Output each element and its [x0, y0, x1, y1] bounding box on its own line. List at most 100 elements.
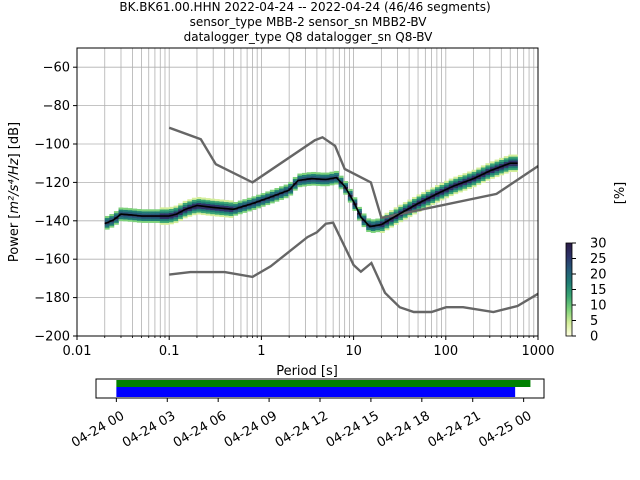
heatmap-cell: [283, 186, 289, 189]
heatmap-cell: [274, 191, 280, 194]
heatmap-cell: [347, 190, 353, 193]
heatmap-cell: [104, 223, 110, 226]
y-tick-label: −60: [43, 61, 70, 76]
colorbar-tick-label: 30: [590, 237, 607, 252]
heatmap-cell: [201, 207, 206, 210]
chart-title-line-1: BK.BK61.00.HHN 2022-04-24 -- 2022-04-24 …: [119, 0, 490, 14]
heatmap-cell: [311, 175, 317, 178]
colorbar-tick-label: 25: [590, 252, 607, 267]
heatmap-cell: [196, 206, 202, 209]
timeline-tick-label: 04-24 12: [273, 409, 331, 451]
heatmap-cell: [159, 220, 165, 223]
heatmap-cell: [329, 171, 335, 174]
heatmap-cell: [324, 184, 330, 187]
heatmap-cell: [508, 164, 514, 167]
heatmap-cell: [357, 218, 362, 221]
plot-background: [77, 48, 538, 336]
heatmap-cell: [430, 187, 436, 190]
heatmap-cell: [476, 173, 482, 176]
heatmap-cell: [439, 198, 445, 201]
heatmap-cell: [141, 220, 147, 223]
heatmap-cell: [366, 226, 372, 229]
heatmap-cell: [384, 228, 390, 231]
heatmap-cell: [150, 220, 156, 223]
heatmap-cell: [173, 220, 179, 224]
heatmap-cell: [393, 218, 399, 221]
heatmap-cell: [448, 192, 454, 195]
heatmap-cell: [205, 207, 211, 210]
heatmap-cell: [499, 167, 505, 170]
heatmap-cell: [393, 220, 399, 223]
timeline-tick-label: 04-24 06: [171, 409, 229, 451]
heatmap-cell: [485, 172, 491, 175]
heatmap-cell: [467, 181, 472, 184]
heatmap-cell: [439, 186, 445, 189]
heatmap-cell: [407, 214, 413, 218]
heatmap-cell: [416, 198, 422, 201]
heatmap-cell: [233, 203, 239, 207]
heatmap-cell: [457, 186, 463, 189]
heatmap-cell: [503, 158, 509, 161]
heatmap-cell: [237, 204, 243, 207]
heatmap-cell: [398, 208, 404, 211]
heatmap-cell: [329, 181, 335, 184]
heatmap-cell: [471, 173, 477, 176]
heatmap-cell: [416, 204, 422, 207]
heatmap-cell: [494, 163, 500, 166]
heatmap-cell: [187, 208, 193, 211]
heatmap-cell: [150, 213, 156, 216]
heatmap-cell: [425, 191, 431, 194]
heatmap-cell: [357, 206, 362, 210]
heatmap-cell: [334, 172, 339, 175]
heatmap-cell: [201, 199, 206, 202]
heatmap-cell: [320, 182, 326, 185]
heatmap-cell: [256, 206, 261, 209]
heatmap-cell: [219, 205, 225, 208]
heatmap-cell: [471, 175, 477, 178]
heatmap-cell: [512, 169, 518, 173]
heatmap-cell: [141, 211, 147, 214]
heatmap-cell: [512, 164, 518, 167]
heatmap-cell: [228, 202, 234, 205]
heatmap-cell: [256, 204, 261, 207]
heatmap-cell: [260, 194, 266, 198]
heatmap-cell: [370, 228, 376, 232]
y-tick-label: −120: [34, 176, 70, 191]
heatmap-cell: [480, 171, 486, 174]
heatmap-cell: [297, 185, 303, 188]
heatmap-cell: [256, 196, 261, 199]
heatmap-cell: [196, 198, 202, 202]
heatmap-cell: [352, 206, 358, 209]
heatmap-cell: [297, 177, 303, 180]
heatmap-cell: [499, 169, 505, 172]
heatmap-cell: [224, 209, 229, 212]
heatmap-cell: [448, 188, 454, 191]
heatmap-cell: [416, 200, 422, 203]
heatmap-cell: [485, 178, 491, 181]
heatmap-cell: [439, 188, 445, 191]
heatmap-cell: [407, 201, 413, 204]
heatmap-cell: [224, 201, 229, 204]
heatmap-cell: [187, 212, 193, 215]
heatmap-cell: [471, 181, 477, 184]
heatmap-cell: [343, 190, 349, 193]
heatmap-cell: [366, 227, 372, 231]
y-axis-label-suffix: ] [dB]: [7, 122, 22, 159]
heatmap-cell: [343, 192, 349, 195]
heatmap-cell: [343, 181, 349, 184]
heatmap-cell: [279, 190, 284, 193]
heatmap-cell: [375, 222, 381, 225]
heatmap-cell: [352, 197, 358, 200]
heatmap-cell: [389, 210, 395, 213]
heatmap-cell: [214, 204, 220, 207]
heatmap-cell: [444, 194, 450, 197]
heatmap-cell: [127, 210, 133, 213]
heatmap-cell: [444, 196, 450, 199]
x-tick-label: 10: [345, 344, 362, 359]
heatmap-cell: [494, 171, 500, 174]
heatmap-cell: [118, 209, 124, 212]
heatmap-cell: [370, 219, 376, 222]
heatmap-cell: [201, 201, 206, 204]
heatmap-cell: [182, 206, 188, 209]
heatmap-cell: [159, 222, 165, 225]
